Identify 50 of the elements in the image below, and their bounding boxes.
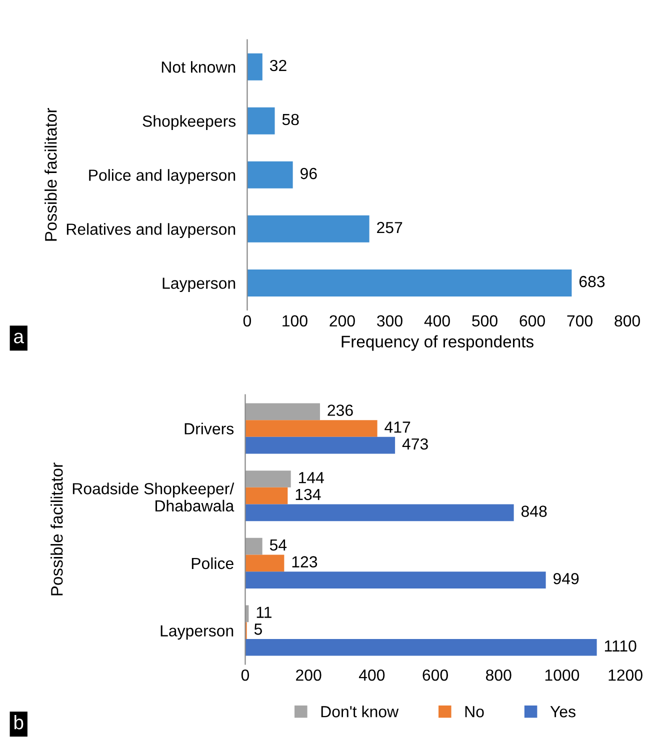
legend-label: Yes — [550, 706, 576, 718]
data-label: 949 — [554, 573, 579, 584]
legend-label: Don't know — [321, 706, 399, 718]
x-tick-label: 100 — [282, 315, 308, 327]
data-label: 11 — [256, 606, 272, 618]
text: b — [14, 715, 24, 730]
y-tick-label: Relatives and layperson — [66, 223, 236, 238]
x-tick-label: 1200 — [608, 669, 642, 681]
x-tick-label: 400 — [358, 669, 385, 681]
data-label: 58 — [282, 114, 299, 126]
y-tick-label: Not known — [162, 61, 236, 73]
y-tick-label: Police and layperson — [89, 169, 236, 184]
x-tick-label: 800 — [486, 669, 512, 681]
data-label: 144 — [299, 472, 324, 484]
x-tick-label: 600 — [520, 315, 545, 327]
data-label: 683 — [579, 276, 605, 288]
y-tick-label: Drivers — [184, 422, 234, 434]
text: a — [14, 332, 24, 344]
data-label: 1110 — [604, 640, 636, 652]
x-tick-label: 500 — [472, 315, 498, 327]
x-tick-label: 0 — [243, 315, 252, 327]
y-tick-label: Shopkeepers — [142, 115, 236, 130]
x-tick-label: 200 — [330, 315, 355, 327]
x-tick-label: 600 — [422, 669, 448, 681]
x-tick-label: 1000 — [545, 669, 580, 681]
x-tick-label: 800 — [614, 315, 640, 327]
y-tick-label: Police — [192, 557, 234, 570]
y-tick-label: Roadside Shopkeeper/ Dhabawala — [72, 482, 234, 512]
x-axis-title: Frequency of respondents — [342, 335, 534, 351]
data-label: 32 — [270, 60, 286, 72]
data-label: 848 — [521, 506, 547, 517]
data-label: 5 — [254, 624, 262, 635]
x-tick-label: 200 — [296, 669, 322, 681]
data-label: 54 — [270, 539, 287, 551]
data-label: 236 — [328, 404, 353, 416]
data-label: 96 — [300, 168, 317, 180]
data-label: 123 — [292, 556, 318, 568]
y-axis-title: Possible facilitator — [50, 462, 63, 596]
legend-label: No — [465, 706, 484, 718]
data-label: 417 — [384, 422, 410, 433]
y-axis-title: Possible facilitator — [44, 108, 57, 241]
y-tick-label: Layperson — [160, 625, 234, 640]
y-tick-label: Layperson — [162, 278, 236, 292]
data-label: 134 — [296, 488, 321, 500]
x-tick-label: 700 — [567, 315, 592, 327]
x-tick-label: 0 — [241, 669, 250, 681]
x-tick-label: 300 — [377, 315, 402, 327]
data-label: 473 — [402, 438, 428, 450]
x-tick-label: 400 — [424, 315, 450, 327]
data-label: 257 — [377, 222, 402, 234]
